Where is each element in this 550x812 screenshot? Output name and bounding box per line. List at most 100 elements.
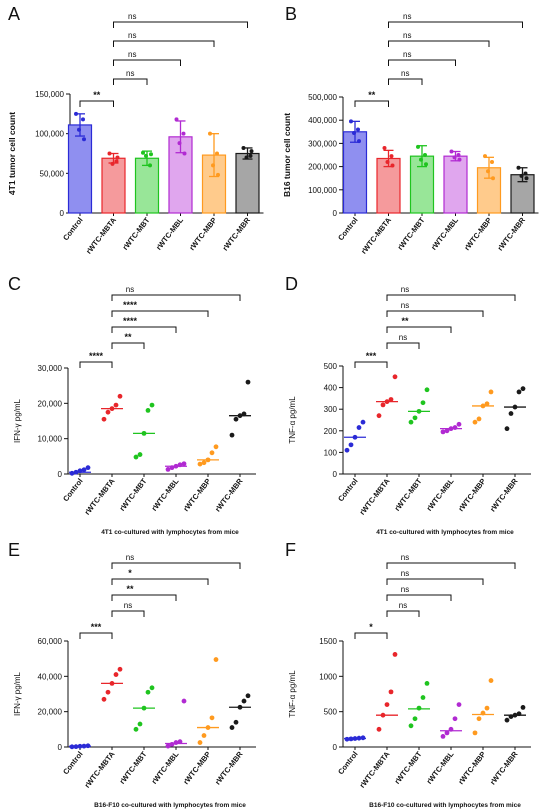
category-label: rWTC-MBP	[462, 216, 493, 252]
significance-label: ns	[401, 69, 409, 78]
data-point	[388, 397, 394, 402]
data-point	[389, 154, 394, 159]
data-point	[360, 419, 366, 425]
data-point	[524, 176, 529, 181]
significance-label: ****	[123, 316, 138, 326]
significance-bracket	[386, 610, 420, 617]
significance-bracket	[354, 361, 388, 368]
category-label: rWTC-MBT	[118, 749, 149, 785]
data-point	[523, 171, 528, 176]
category-label: rWTC-MBL	[425, 476, 456, 512]
data-point	[349, 119, 353, 124]
category-label: Control	[336, 477, 360, 504]
y-tick-label: 500	[324, 708, 338, 717]
data-point	[165, 467, 171, 472]
data-point	[145, 408, 151, 413]
data-point	[208, 131, 212, 136]
data-point	[177, 141, 182, 146]
data-point	[416, 705, 422, 711]
data-point	[408, 723, 414, 729]
significance-label: **	[368, 90, 376, 100]
data-point	[456, 153, 461, 157]
significance-label: **	[124, 332, 132, 342]
data-point	[241, 145, 246, 150]
y-tick-label: 0	[333, 209, 338, 218]
data-point	[81, 467, 87, 473]
data-point	[209, 715, 215, 721]
data-point	[516, 389, 522, 395]
significance-bracket	[386, 342, 420, 349]
category-label: rWTC-MBR	[488, 749, 520, 786]
data-point	[420, 695, 426, 700]
data-point	[385, 159, 390, 164]
data-point	[376, 413, 382, 419]
y-tick-label: 40,000	[38, 672, 63, 681]
y-tick-label: 300	[324, 405, 338, 414]
data-point	[357, 139, 361, 144]
category-label: rWTC-MBTA	[358, 749, 392, 789]
significance-label: ns	[128, 31, 136, 40]
data-point	[115, 155, 120, 160]
data-point	[117, 666, 123, 672]
panel-letter-c: C	[8, 274, 21, 294]
data-point	[408, 419, 414, 425]
data-point	[352, 130, 356, 135]
significance-bracket	[354, 632, 388, 639]
data-point	[197, 740, 203, 745]
bar	[134, 157, 160, 214]
data-point	[201, 733, 207, 738]
y-tick-label: 100	[324, 448, 338, 457]
category-label: rWTC-MBL	[150, 476, 181, 512]
significance-bracket	[113, 21, 248, 28]
significance-bracket	[113, 40, 215, 47]
x-axis-title: B16-F10 co-cultured with lymphocytes fro…	[94, 802, 246, 809]
data-point	[101, 696, 107, 702]
data-point	[145, 689, 151, 695]
data-point	[456, 421, 462, 427]
data-point	[412, 716, 418, 722]
significance-label: *	[128, 568, 132, 578]
category-label: rWTC-MBT	[393, 476, 424, 512]
category-label: rWTC-MBTA	[358, 476, 392, 516]
significance-label: ****	[89, 351, 104, 361]
bar	[101, 157, 126, 214]
y-axis-title: TNF-α pg/mL	[288, 670, 297, 718]
category-label: Control	[61, 750, 85, 777]
data-point	[201, 460, 207, 466]
y-tick-label: 400	[324, 384, 338, 393]
significance-label: **	[401, 316, 409, 326]
data-point	[444, 428, 450, 434]
y-tick-label: 0	[58, 470, 63, 479]
category-label: Control	[61, 216, 85, 243]
significance-label: ns	[128, 50, 136, 59]
data-point	[344, 447, 350, 453]
data-point	[105, 689, 111, 695]
data-point	[113, 672, 119, 677]
data-point	[419, 157, 423, 162]
significance-bracket	[111, 326, 177, 333]
significance-label: **	[93, 90, 101, 100]
bar	[443, 155, 468, 214]
chart-a: 0 50,000 100,000 150,000 4T1 tumor cell coun…	[7, 12, 264, 256]
data-point	[483, 154, 487, 159]
data-point	[484, 705, 490, 711]
data-point	[472, 730, 478, 736]
data-point	[424, 387, 430, 393]
significance-bracket	[388, 59, 456, 66]
y-tick-label: 0	[333, 470, 338, 479]
significance-bracket	[386, 578, 484, 585]
data-point	[444, 730, 450, 736]
data-point	[484, 401, 490, 407]
significance-label: ns	[124, 601, 132, 610]
y-tick-label: 1500	[319, 637, 337, 646]
data-point	[245, 693, 251, 699]
data-point	[182, 151, 187, 156]
data-point	[424, 162, 428, 167]
y-tick-label: 0	[333, 743, 338, 752]
category-label: Control	[336, 216, 360, 243]
significance-label: **	[126, 584, 134, 594]
data-point	[412, 415, 418, 421]
significance-bracket	[111, 310, 209, 317]
